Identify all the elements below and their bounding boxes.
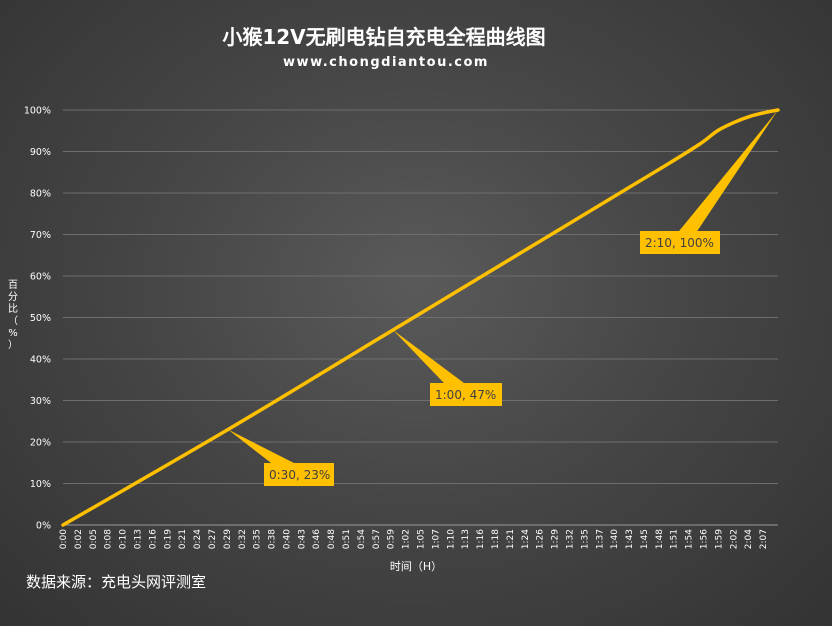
x-tick-label: 1:48: [655, 529, 665, 549]
annotation-label: 2:10, 100%: [645, 236, 714, 250]
x-tick-label: 0:19: [163, 529, 173, 549]
x-tick-label: 0:16: [148, 529, 158, 549]
y-axis-label-char: （: [8, 315, 18, 327]
x-tick-label: 1:35: [580, 529, 590, 549]
x-tick-label: 1:59: [714, 529, 724, 549]
x-tick-label: 0:24: [193, 529, 203, 549]
x-tick-label: 1:40: [610, 529, 620, 549]
x-tick-label: 1:02: [402, 529, 412, 549]
x-tick-label: 1:43: [625, 529, 635, 549]
y-tick-label: 100%: [24, 106, 51, 117]
x-tick-label: 1:10: [446, 529, 456, 549]
x-tick-label: 0:29: [223, 529, 233, 549]
x-tick-label: 0:48: [327, 529, 337, 549]
y-tick-label: 30%: [30, 396, 51, 407]
x-tick-label: 0:38: [268, 529, 278, 549]
x-tick-label: 1:54: [685, 529, 695, 549]
y-axis-label-char: ）: [8, 339, 18, 351]
x-tick-label: 0:13: [133, 529, 143, 549]
annotation-label: 0:30, 23%: [269, 468, 330, 482]
annotation-label: 1:00, 47%: [435, 388, 496, 402]
annotation-pointer: [673, 110, 778, 248]
x-tick-label: 1:56: [700, 529, 710, 549]
y-axis-label-char: 分: [8, 291, 18, 303]
x-tick-label: 1:18: [491, 529, 501, 549]
y-tick-label: 70%: [30, 230, 51, 241]
x-tick-label: 1:37: [595, 529, 605, 549]
data-line-series: [61, 108, 780, 527]
x-axis-label: 时间（H）: [390, 560, 442, 573]
x-tick-label: 0:32: [238, 529, 248, 549]
x-tick-label: 2:02: [729, 529, 739, 549]
x-tick-label: 0:27: [208, 529, 218, 549]
x-tick-label: 0:40: [282, 529, 292, 549]
y-axis-label-char: 比: [8, 303, 18, 315]
x-tick-label: 0:02: [74, 529, 84, 549]
x-tick-label: 1:26: [536, 529, 546, 549]
x-tick-label: 0:00: [59, 529, 69, 549]
chart-subtitle: www.chongdiantou.com: [283, 55, 489, 70]
x-tick-label: 1:05: [417, 529, 427, 549]
y-tick-label: 0%: [36, 521, 51, 532]
x-tick-label: 0:21: [178, 529, 188, 549]
x-tick-label: 0:10: [119, 529, 129, 549]
x-tick-label: 1:45: [640, 529, 650, 549]
y-tick-label: 80%: [30, 189, 51, 200]
x-tick-label: 0:51: [342, 529, 352, 549]
annotation-box: [640, 231, 720, 254]
x-tick-label: 2:04: [744, 529, 754, 549]
x-tick-label: 0:35: [253, 529, 263, 549]
annotation-box: [264, 463, 334, 486]
x-tick-label: 0:46: [312, 529, 322, 549]
x-tick-label: 0:57: [372, 529, 382, 549]
y-tick-label: 50%: [30, 313, 51, 324]
annotation-pointer: [393, 329, 472, 401]
x-tick-label: 0:08: [104, 529, 114, 549]
y-tick-label: 40%: [30, 355, 51, 366]
y-tick-label: 60%: [30, 272, 51, 283]
y-tick-label: 10%: [30, 479, 51, 490]
x-tick-label: 0:43: [297, 529, 307, 549]
x-tick-label: 1:32: [565, 529, 575, 549]
x-tick-label: 1:24: [521, 529, 531, 549]
x-tick-label: 1:21: [506, 529, 516, 549]
x-tick-label: 1:07: [431, 529, 441, 549]
x-tick-label: 1:29: [551, 529, 561, 549]
chart-title: 小猴12V无刷电钻自充电全程曲线图: [222, 25, 545, 49]
x-tick-label: 0:54: [357, 529, 367, 549]
y-axis-label-char: %: [8, 328, 18, 339]
x-tick-label: 1:13: [461, 529, 471, 549]
x-tick-label: 0:59: [387, 529, 397, 549]
y-tick-label: 20%: [30, 438, 51, 449]
y-axis-label-char: 百: [8, 279, 18, 291]
annotation-box: [430, 383, 502, 406]
x-tick-label: 1:16: [476, 529, 486, 549]
y-tick-label: 90%: [30, 147, 51, 158]
data-source-note: 数据来源：充电头网评测室: [26, 573, 207, 591]
x-tick-label: 1:51: [670, 529, 680, 549]
x-tick-label: 2:07: [759, 529, 769, 549]
x-tick-label: 0:05: [89, 529, 99, 549]
